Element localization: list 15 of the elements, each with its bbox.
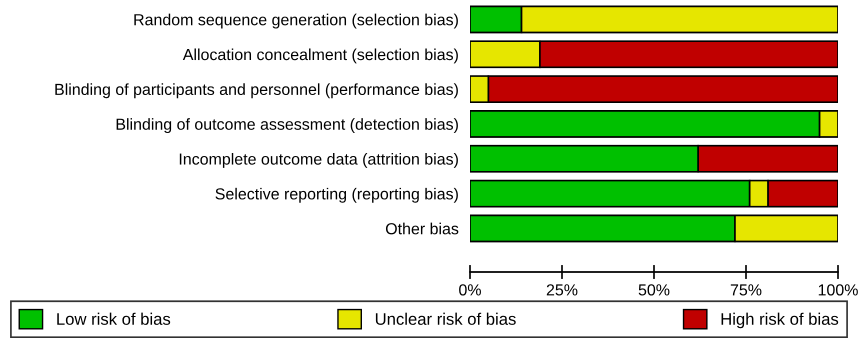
x-tick-label: 0% <box>459 284 481 296</box>
legend-label: Low risk of bias <box>57 312 170 325</box>
x-tick-label: 100% <box>818 284 858 296</box>
legend-label: Unclear risk of bias <box>376 312 516 325</box>
legend-label: High risk of bias <box>722 312 838 328</box>
y-tick-label: Selective reporting (reporting bias) <box>215 188 458 203</box>
x-tick-label: 75% <box>730 284 762 296</box>
y-tick-label: Blinding of participants and personnel (performance bias) <box>55 83 458 98</box>
y-tick-label: Random sequence generation (selection bias) <box>134 14 458 29</box>
y-tick-label: Blinding of outcome assessment (detection bias) <box>116 118 458 134</box>
x-tick-label: 50% <box>638 284 670 296</box>
y-tick-label: Incomplete outcome data (attrition bias) <box>180 152 458 168</box>
y-tick-label: Other bias <box>386 222 458 234</box>
x-tick-label: 25% <box>546 284 578 296</box>
y-tick-label: Allocation concealment (selection bias) <box>182 48 458 64</box>
